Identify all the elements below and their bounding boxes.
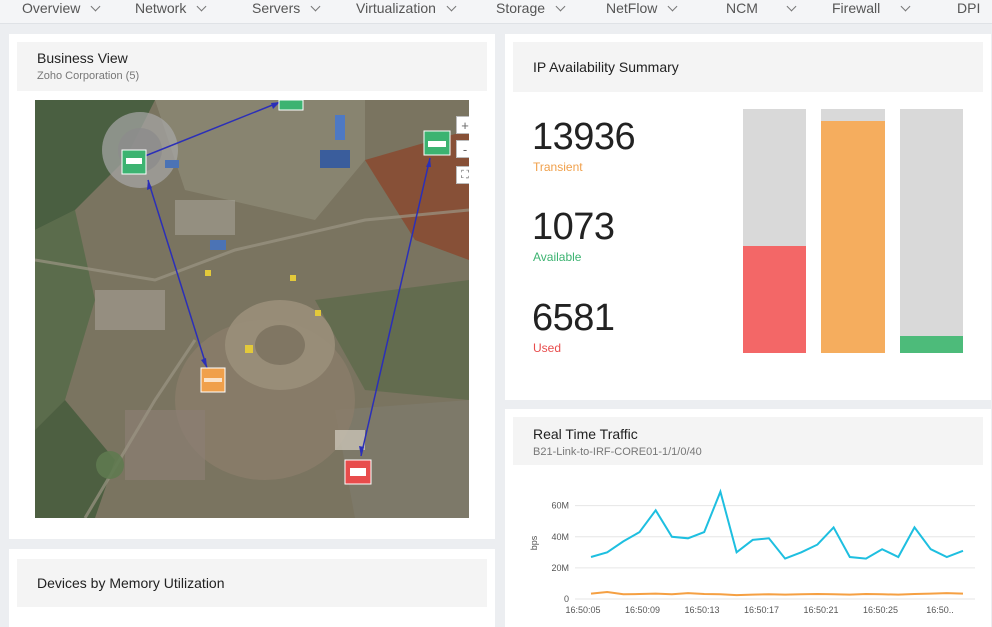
nav-label: Network xyxy=(135,0,187,16)
devices-memory-header xyxy=(17,559,487,607)
nav-storage[interactable]: Storage xyxy=(496,0,566,16)
ip-summary-header xyxy=(513,42,983,92)
traffic-chart: 0 20M 40M 60M bps 16:50:05 16:50:09 16:50:13 16:… xyxy=(529,488,975,615)
transient-bar-fill xyxy=(821,121,885,353)
chevron-down-icon xyxy=(196,1,207,12)
used-label: Used xyxy=(533,341,562,355)
y-tick-label: 0 xyxy=(564,594,569,604)
x-tick-label: 16:50:17 xyxy=(744,605,779,615)
traffic-panel: Real Time Traffic B21-Link-to-IRF-CORE01… xyxy=(505,409,991,627)
devices-memory-panel: Devices by Memory Utilization xyxy=(9,549,495,627)
transient-bar xyxy=(821,109,885,353)
chevron-down-icon xyxy=(310,1,321,12)
chevron-down-icon xyxy=(786,1,797,12)
available-bar-fill xyxy=(900,335,963,353)
zoom-in-button[interactable]: + xyxy=(456,116,469,134)
nav-label: Storage xyxy=(496,0,546,16)
x-tick-label: 16:50:21 xyxy=(803,605,838,615)
y-tick-label: 60M xyxy=(551,501,569,511)
ip-summary-panel: IP Availability Summary 13936 Transient … xyxy=(505,34,991,400)
business-view-header xyxy=(17,42,487,91)
x-tick-label: 16:50:09 xyxy=(625,605,660,615)
transient-count: 13936 xyxy=(532,116,636,158)
transient-label: Transient xyxy=(533,160,583,174)
y-axis-label: bps xyxy=(529,535,539,550)
devices-memory-title: Devices by Memory Utilization xyxy=(37,575,225,591)
x-tick-label: 16:50.. xyxy=(926,605,954,615)
top-navigation: Overview Network Servers Virtualization … xyxy=(0,0,992,24)
business-map[interactable]: + - ⛶ xyxy=(35,100,469,518)
y-tick-label: 20M xyxy=(551,563,569,573)
x-tick-label: 16:50:25 xyxy=(863,605,898,615)
used-bar-fill xyxy=(743,245,806,353)
nav-label: Firewall xyxy=(832,0,881,16)
device-node-ok[interactable] xyxy=(121,149,147,175)
nav-network[interactable]: Network xyxy=(135,0,207,16)
traffic-subtitle: B21-Link-to-IRF-CORE01-1/1/0/40 xyxy=(533,446,702,458)
nav-label: Virtualization xyxy=(356,0,436,16)
nav-dpi[interactable]: DPI xyxy=(957,0,980,16)
traffic-header xyxy=(513,417,983,465)
nav-firewall[interactable]: Firewall xyxy=(832,0,911,16)
available-label: Available xyxy=(533,250,582,264)
used-bar xyxy=(743,109,806,353)
nav-overview[interactable]: Overview xyxy=(22,0,101,16)
chevron-down-icon xyxy=(667,1,678,12)
zoom-out-button[interactable]: - xyxy=(456,140,469,158)
chevron-down-icon xyxy=(90,1,101,12)
nav-ncm[interactable]: NCM xyxy=(726,0,797,16)
fullscreen-button[interactable]: ⛶ xyxy=(456,166,469,184)
y-tick-label: 40M xyxy=(551,532,569,542)
device-node-critical[interactable] xyxy=(344,459,372,485)
chevron-down-icon xyxy=(555,1,566,12)
nav-label: Servers xyxy=(252,0,301,16)
series-line-0 xyxy=(590,488,964,560)
device-node-ok[interactable] xyxy=(423,130,451,156)
nav-label: Overview xyxy=(22,0,81,16)
available-count: 1073 xyxy=(532,206,615,248)
device-node-ok[interactable] xyxy=(278,100,304,111)
nav-virtualization[interactable]: Virtualization xyxy=(356,0,457,16)
business-view-subtitle: Zoho Corporation (5) xyxy=(37,70,140,82)
ip-summary-title: IP Availability Summary xyxy=(533,59,679,75)
nav-label: DPI xyxy=(957,0,981,16)
used-count: 6581 xyxy=(532,297,615,339)
nav-label: NetFlow xyxy=(606,0,658,16)
traffic-title: Real Time Traffic xyxy=(533,426,638,442)
business-view-title: Business View xyxy=(37,50,128,66)
nav-label: NCM xyxy=(726,0,758,16)
x-tick-label: 16:50:13 xyxy=(684,605,719,615)
available-bar xyxy=(900,109,963,353)
map-canvas xyxy=(35,100,469,518)
chevron-down-icon xyxy=(900,1,911,12)
nav-netflow[interactable]: NetFlow xyxy=(606,0,678,16)
nav-servers[interactable]: Servers xyxy=(252,0,321,16)
chevron-down-icon xyxy=(446,1,457,12)
series-line-1 xyxy=(590,590,964,597)
x-tick-label: 16:50:05 xyxy=(565,605,600,615)
device-node-warning[interactable] xyxy=(200,367,226,393)
